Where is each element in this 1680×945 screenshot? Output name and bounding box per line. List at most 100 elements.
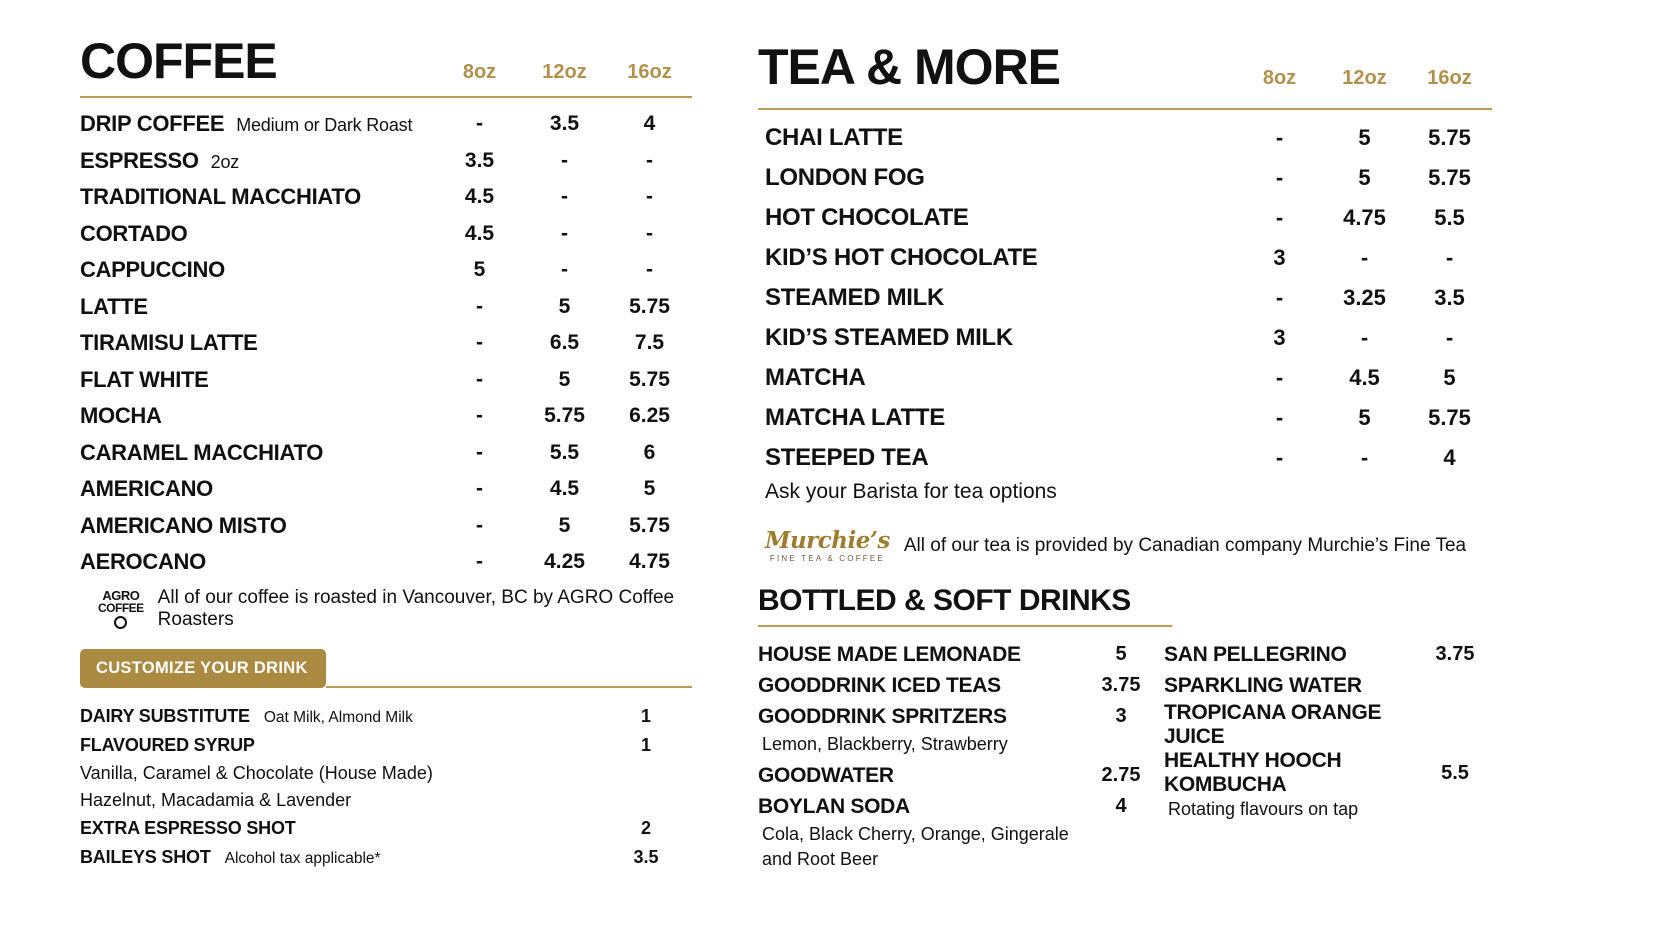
- item-price: 4.5: [1349, 365, 1380, 390]
- item-price: -: [1275, 165, 1284, 190]
- item-name-cell: DRIP COFFEE Medium or Dark Roast: [80, 111, 437, 137]
- bottled-item-price: 5: [1115, 643, 1127, 665]
- tea-section: TEA & MORE 8oz 12oz 16oz CHAI LATTE - 5 5.7…: [758, 36, 1492, 876]
- item-price: 5.75: [1428, 165, 1471, 190]
- item-price: -: [476, 294, 483, 318]
- menu-item-row: MATCHA LATTE - 5 5.75: [758, 398, 1492, 438]
- bottled-item-name: HOUSE MADE LEMONADE: [758, 642, 1021, 666]
- item-price: 4.5: [464, 185, 495, 209]
- customize-item-name: FLAVOURED SYRUP: [80, 734, 255, 755]
- item-price: 5: [558, 367, 571, 391]
- coffee-size-header-16oz: 16oz: [627, 61, 672, 83]
- item-price: 6.25: [629, 404, 670, 428]
- item-price: -: [646, 148, 653, 172]
- item-price: -: [561, 258, 568, 282]
- bottled-right-list: SAN PELLEGRINO 3.75 SPARKLING WATER TROPICA…: [1164, 639, 1492, 876]
- item-price: 3.25: [1343, 285, 1386, 310]
- menu-item-row: TRADITIONAL MACCHIATO 4.5 - -: [80, 179, 692, 216]
- item-price: 4.75: [1343, 205, 1386, 230]
- item-name-cell: MOCHA: [80, 403, 437, 429]
- item-name: KID’S HOT CHOCOLATE: [765, 244, 1038, 271]
- item-price: -: [561, 221, 568, 245]
- customize-item-row: DAIRY SUBSTITUTE Oat Milk, Almond Milk 1: [80, 702, 692, 731]
- bottled-title: BOTTLED & SOFT DRINKS: [758, 584, 1131, 617]
- item-price: 5: [1358, 165, 1371, 190]
- customize-item-name: EXTRA ESPRESSO SHOT: [80, 817, 296, 838]
- item-name: CARAMEL MACCHIATO: [80, 439, 324, 465]
- item-name: KID’S STEAMED MILK: [765, 324, 1013, 351]
- bottled-section: BOTTLED & SOFT DRINKS HOUSE MADE LEMONAD…: [758, 584, 1492, 876]
- item-price: -: [476, 513, 483, 537]
- customize-item-row: BAILEYS SHOT Alcohol tax applicable* 3.5: [80, 843, 692, 872]
- coffee-item-list: DRIP COFFEE Medium or Dark Roast - 3.5 4 ESPR…: [80, 106, 692, 581]
- bottled-item-name: BOYLAN SODA: [758, 794, 910, 818]
- menu-item-row: LONDON FOG - 5 5.75: [758, 158, 1492, 198]
- item-name-cell: TRADITIONAL MACCHIATO: [80, 184, 437, 210]
- tea-provider-note: Murchie’s FINE TEA & COFFEE All of our t…: [758, 524, 1492, 568]
- bottled-item-price: 2.75: [1101, 764, 1141, 787]
- item-name-cell: MATCHA: [758, 364, 1237, 392]
- item-name: AMERICANO MISTO: [80, 512, 287, 538]
- item-price: -: [1275, 125, 1284, 150]
- tea-size-header-16oz: 16oz: [1427, 67, 1472, 89]
- item-price: 5.75: [1428, 125, 1471, 150]
- item-name: LATTE: [80, 293, 148, 319]
- item-price: -: [1275, 445, 1284, 470]
- murchies-logo-script: Murchie’s: [765, 527, 890, 554]
- bottled-item-subtext: Rotating flavours on tap: [1168, 799, 1359, 819]
- bottled-item-name: GOODWATER: [758, 763, 894, 787]
- menu-item-row: LATTE - 5 5.75: [80, 289, 692, 326]
- agro-logo-emblem-icon: [114, 615, 128, 629]
- item-price: 3.5: [1434, 285, 1465, 310]
- item-name-cell: MATCHA LATTE: [758, 404, 1237, 432]
- customize-item-row: EXTRA ESPRESSO SHOT 2: [80, 814, 692, 843]
- item-name-cell: KID’S HOT CHOCOLATE: [758, 244, 1237, 272]
- item-price: -: [476, 440, 483, 464]
- item-price: 4.75: [629, 550, 670, 574]
- coffee-footnote: All of our coffee is roasted in Vancouve…: [157, 586, 675, 630]
- customize-item-name-cell: FLAVOURED SYRUP: [80, 735, 600, 756]
- item-name-cell: ESPRESSO 2oz: [80, 148, 437, 174]
- bottled-columns: HOUSE MADE LEMONADE 5 GOODDRINK ICED TEAS 3…: [758, 639, 1492, 876]
- item-price: 5: [558, 513, 571, 537]
- item-name-cell: AEROCANO: [80, 549, 437, 575]
- item-price: -: [476, 112, 483, 136]
- item-name: ESPRESSO: [80, 147, 199, 173]
- coffee-title: COFFEE: [80, 33, 278, 89]
- bottled-item-name: TROPICANA ORANGE JUICE: [1164, 701, 1382, 748]
- item-price: -: [1275, 365, 1284, 390]
- item-price: -: [646, 258, 653, 282]
- menu-item-row: STEAMED MILK - 3.25 3.5: [758, 278, 1492, 318]
- item-name: TIRAMISU LATTE: [80, 330, 258, 356]
- customize-item-price: 2: [640, 817, 651, 838]
- menu-item-row: STEEPED TEA - - 4: [758, 438, 1492, 478]
- menu-item-row: AMERICANO MISTO - 5 5.75: [80, 508, 692, 545]
- bottled-item-price: 3.75: [1101, 674, 1141, 696]
- customize-item-price: 1: [640, 705, 651, 726]
- bottled-item-row: TROPICANA ORANGE JUICE: [1164, 701, 1492, 749]
- customize-item-note: Oat Milk, Almond Milk: [263, 708, 413, 726]
- item-price: -: [1445, 325, 1454, 350]
- bottled-item-row: GOODDRINK ICED TEAS 3.75: [758, 670, 1158, 701]
- item-name-cell: HOT CHOCOLATE: [758, 204, 1237, 232]
- item-price: -: [1275, 405, 1284, 430]
- item-price: -: [1275, 285, 1284, 310]
- item-name: CORTADO: [80, 220, 188, 246]
- item-name-cell: AMERICANO MISTO: [80, 513, 437, 539]
- item-price: 4.5: [464, 221, 495, 245]
- agro-logo-line2: COFFEE: [98, 600, 144, 615]
- item-name: DRIP COFFEE: [80, 111, 225, 137]
- tea-size-header-12oz: 12oz: [1342, 67, 1387, 89]
- item-price: 5: [1443, 365, 1456, 390]
- bottled-left-list: HOUSE MADE LEMONADE 5 GOODDRINK ICED TEAS 3…: [758, 639, 1158, 876]
- customize-rule: [325, 685, 692, 688]
- customize-section: CUSTOMIZE YOUR DRINK DAIRY SUBSTITUTE Oat…: [80, 648, 692, 872]
- tea-footnote: All of our tea is provided by Canadian c…: [903, 535, 1467, 556]
- item-price: -: [476, 367, 483, 391]
- item-name-cell: LONDON FOG: [758, 164, 1237, 192]
- customize-item-note: Alcohol tax applicable*: [224, 849, 381, 867]
- item-price: -: [476, 550, 483, 574]
- murchies-logo: Murchie’s FINE TEA & COFFEE: [765, 529, 890, 563]
- item-price: 6: [643, 440, 656, 464]
- item-note: 2oz: [210, 151, 240, 172]
